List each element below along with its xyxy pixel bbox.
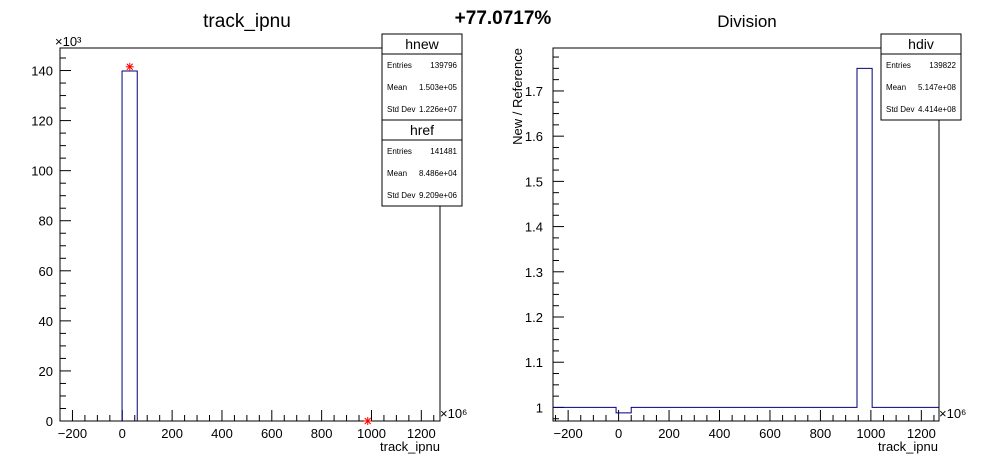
left-chart-title: track_ipnu [203,11,291,32]
stats-label: Mean [886,83,906,92]
stats-label: Std Dev [387,105,415,114]
stats-value: 4.414e+08 [918,105,957,114]
left-x-multiplier: ×10⁶ [440,406,467,421]
stats-label: Std Dev [387,191,415,200]
left-y-tick-label: 60 [39,264,53,279]
marker-href [125,62,134,71]
left-x-tick-label: 1200 [407,426,436,441]
left-x-tick-label: 1000 [357,426,386,441]
percent-change: +77.0717% [455,8,552,29]
left-y-multiplier: ×10³ [55,34,82,49]
division-step-line [553,67,939,414]
left-y-tick-label: 80 [39,214,53,229]
stats-value: 139822 [929,61,956,70]
stats-label: Entries [387,147,412,156]
stats-value: 5.147e+08 [918,83,957,92]
right-x-tick-label: 1200 [907,426,936,441]
left-x-tick-label: 200 [161,426,183,441]
left-histogram-panel: track_ipnu −200 0 200 400 600 800 1000 1200 0 20… [31,11,467,454]
right-x-tick-label: 1000 [856,426,885,441]
stats-value: 139796 [430,61,457,70]
left-x-tick-label: 0 [119,426,126,441]
right-plot-frame [552,47,940,422]
left-x-tick-label: 800 [311,426,333,441]
right-y-tick-label: 1.1 [525,355,543,370]
left-y-tick-label: 0 [46,414,53,429]
stats-label: Std Dev [886,105,914,114]
left-y-tick-label: 140 [31,64,53,79]
left-x-tick-label: 400 [211,426,233,441]
right-x-tick-label: 200 [658,426,680,441]
right-x-tick-label: −200 [553,426,582,441]
left-x-tick-label: −200 [58,426,87,441]
stats-value: 9.209e+06 [419,191,458,200]
stats-value: 1.503e+05 [419,83,458,92]
right-y-tick-label: 1.2 [525,310,543,325]
left-plot-frame [59,47,441,422]
stats-box-href: href Entries 141481 Mean 8.486e+04 Std Dev 9.2… [381,119,463,207]
right-x-axis-label: track_ipnu [878,439,938,454]
left-y-tick-label: 120 [31,114,53,129]
right-y-tick-label: 1 [536,400,543,415]
right-x-tick-label: 800 [810,426,832,441]
stats-label: Entries [886,61,911,70]
right-y-axis-label: New / Reference [510,48,525,145]
left-y-tick-label: 40 [39,314,53,329]
left-y-tick-label: 20 [39,364,53,379]
right-y-tick-label: 1.5 [525,174,543,189]
left-y-tick-label: 100 [31,164,53,179]
right-x-tick-label: 600 [759,426,781,441]
histogram-bar-hnew [121,70,138,421]
stats-label: Mean [387,169,407,178]
stats-box-hnew: hnew Entries 139796 Mean 1.503e+05 Std Dev 1.2… [381,33,463,121]
stats-title: hdiv [908,36,934,52]
right-x-multiplier: ×10⁶ [939,406,966,421]
right-x-tick-label: 400 [709,426,731,441]
right-division-panel: Division −200 0 200 400 600 800 1000 1200 1 1.1 1… [510,12,966,454]
left-x-axis-label: track_ipnu [380,439,440,454]
right-y-tick-label: 1.4 [525,220,543,235]
left-x-tick-label: 600 [261,426,283,441]
stats-box-hdiv: hdiv Entries 139822 Mean 5.147e+08 Std Dev 4.4… [880,33,962,121]
stats-label: Mean [387,83,407,92]
stats-value: 8.486e+04 [419,169,458,178]
right-y-tick-label: 1.6 [525,129,543,144]
stats-label: Entries [387,61,412,70]
right-y-tick-label: 1.3 [525,265,543,280]
right-x-tick-label: 0 [615,426,622,441]
right-chart-title: Division [717,12,777,31]
stats-title: href [410,122,434,138]
stats-value: 1.226e+07 [419,105,458,114]
right-y-tick-label: 1.7 [525,84,543,99]
marker-href [363,417,372,425]
stats-value: 141481 [430,147,457,156]
stats-title: hnew [405,36,439,52]
